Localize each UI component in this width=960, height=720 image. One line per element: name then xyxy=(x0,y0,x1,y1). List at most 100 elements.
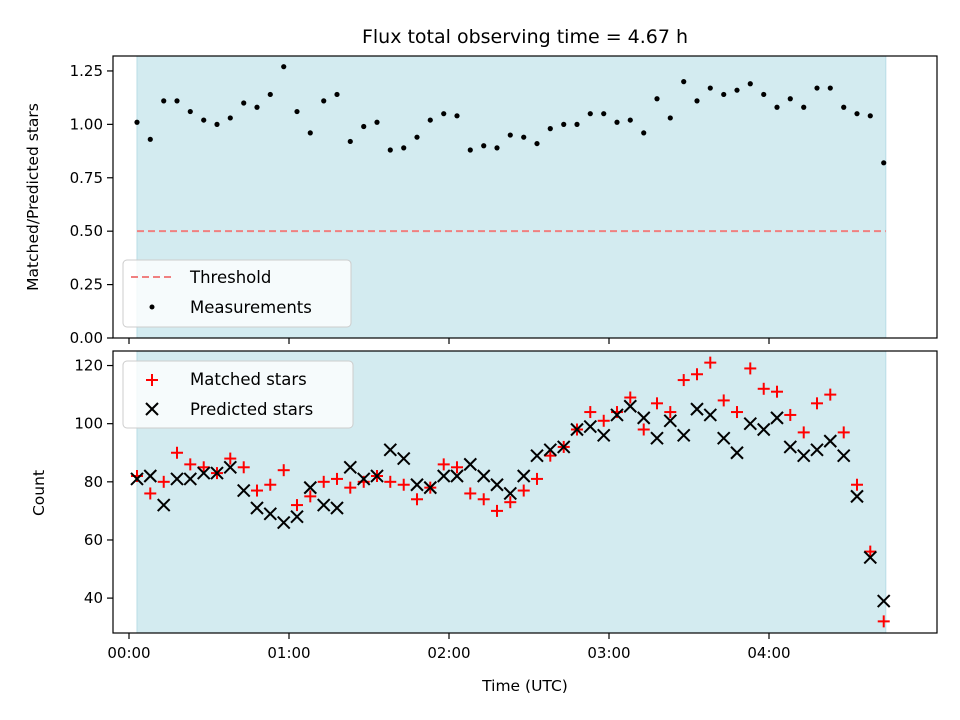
predicted-point xyxy=(677,428,691,443)
y-tick-label: 120 xyxy=(74,357,103,375)
measurement-points xyxy=(134,64,887,166)
predicted-point xyxy=(143,469,157,483)
matched-point xyxy=(744,362,757,375)
matched-point xyxy=(624,391,637,404)
predicted-point xyxy=(530,448,544,463)
matched-point xyxy=(331,472,343,485)
matched-point xyxy=(677,374,690,387)
predicted-point xyxy=(730,446,744,460)
matched-point xyxy=(664,406,677,419)
predicted-point xyxy=(410,478,424,492)
predicted-point xyxy=(663,414,677,428)
predicted-point xyxy=(383,443,397,457)
y-tick-label: 100 xyxy=(74,415,103,433)
measurement-point xyxy=(281,64,287,70)
y-tick-label: 0.50 xyxy=(70,222,103,240)
measurement-point xyxy=(147,136,153,142)
axes-frame xyxy=(112,350,938,634)
matched-point xyxy=(877,615,890,628)
measurement-point xyxy=(161,98,167,104)
predicted-point xyxy=(157,498,171,512)
measurement-point xyxy=(734,87,740,93)
y-tick-label: 60 xyxy=(84,531,103,549)
predicted-point xyxy=(277,515,291,530)
measurement-point xyxy=(201,117,207,123)
predicted-point xyxy=(237,483,251,498)
axes-frame xyxy=(112,55,938,339)
predicted-point xyxy=(690,402,704,416)
matched-point xyxy=(584,406,597,419)
predicted-point xyxy=(850,489,864,504)
predicted-point xyxy=(183,472,197,486)
measurement-point xyxy=(867,113,873,119)
predicted-point xyxy=(170,472,184,486)
predicted-point xyxy=(810,443,824,457)
matched-point xyxy=(157,475,170,488)
x-axis-label: Time (UTC) xyxy=(481,677,568,695)
matched-point xyxy=(171,446,183,459)
matched-point xyxy=(491,504,503,517)
predicted-point xyxy=(583,419,597,434)
legend-threshold-label: Threshold xyxy=(189,268,271,287)
matched-point xyxy=(397,478,410,491)
predicted-point xyxy=(623,399,637,413)
predicted-point xyxy=(263,507,277,521)
measurement-point xyxy=(707,85,713,91)
matched-point xyxy=(344,481,357,494)
measurement-point xyxy=(227,115,233,121)
matched-point xyxy=(144,487,157,500)
x-tick-label: 04:00 xyxy=(747,644,790,662)
x-tick-label: 03:00 xyxy=(587,644,630,662)
measurement-point xyxy=(641,130,647,136)
count-legend: Matched stars Predicted stars xyxy=(122,360,354,429)
measurement-point xyxy=(347,138,353,145)
measurement-point xyxy=(441,111,447,117)
y-tick-label: 80 xyxy=(84,473,103,491)
matched-point xyxy=(197,461,210,474)
measurement-point xyxy=(307,130,313,136)
matched-point xyxy=(704,356,717,369)
predicted-point xyxy=(503,486,517,501)
matched-point xyxy=(771,385,783,398)
measurement-point xyxy=(467,147,473,153)
matched-point xyxy=(784,408,797,421)
matched-point xyxy=(504,496,517,509)
measurement-point xyxy=(614,119,620,125)
matched-point xyxy=(277,464,290,477)
measurement-point xyxy=(854,111,860,117)
x-tick-label: 00:00 xyxy=(107,644,150,662)
measurement-point xyxy=(427,117,433,123)
measurement-point xyxy=(321,98,327,104)
measurement-point xyxy=(627,117,633,123)
predicted-point xyxy=(783,440,797,454)
legend-predicted-label: Predicted stars xyxy=(190,400,313,419)
top-chart-title: Flux total observing time = 4.67 h xyxy=(362,26,688,48)
measurement-point xyxy=(134,119,140,125)
predicted-point xyxy=(463,457,477,472)
measurement-point xyxy=(241,100,247,106)
predicted-point xyxy=(837,448,851,463)
predicted-point xyxy=(423,480,437,495)
predicted-point xyxy=(210,466,224,480)
measurement-point xyxy=(494,145,500,151)
measurement-point xyxy=(574,121,580,127)
y-tick-label: 0.00 xyxy=(70,329,103,347)
measurement-point xyxy=(481,143,487,149)
predicted-point xyxy=(490,478,504,492)
matched-point xyxy=(851,478,863,491)
matched-point xyxy=(691,368,703,381)
measurement-point xyxy=(747,81,753,87)
matched-point xyxy=(651,397,663,410)
x-tick-label: 02:00 xyxy=(427,644,470,662)
y-tick-label: 40 xyxy=(84,589,103,607)
predicted-point xyxy=(797,448,811,463)
ratio-y-axis-label: Matched/Predicted stars xyxy=(24,103,42,291)
predicted-point xyxy=(517,469,531,483)
measurement-point xyxy=(561,121,567,127)
matched-point xyxy=(437,458,450,471)
predicted-point xyxy=(863,550,877,565)
matched-point xyxy=(384,475,397,488)
measurement-point xyxy=(507,132,513,138)
predicted-point xyxy=(703,408,717,422)
measurement-point xyxy=(801,104,807,110)
